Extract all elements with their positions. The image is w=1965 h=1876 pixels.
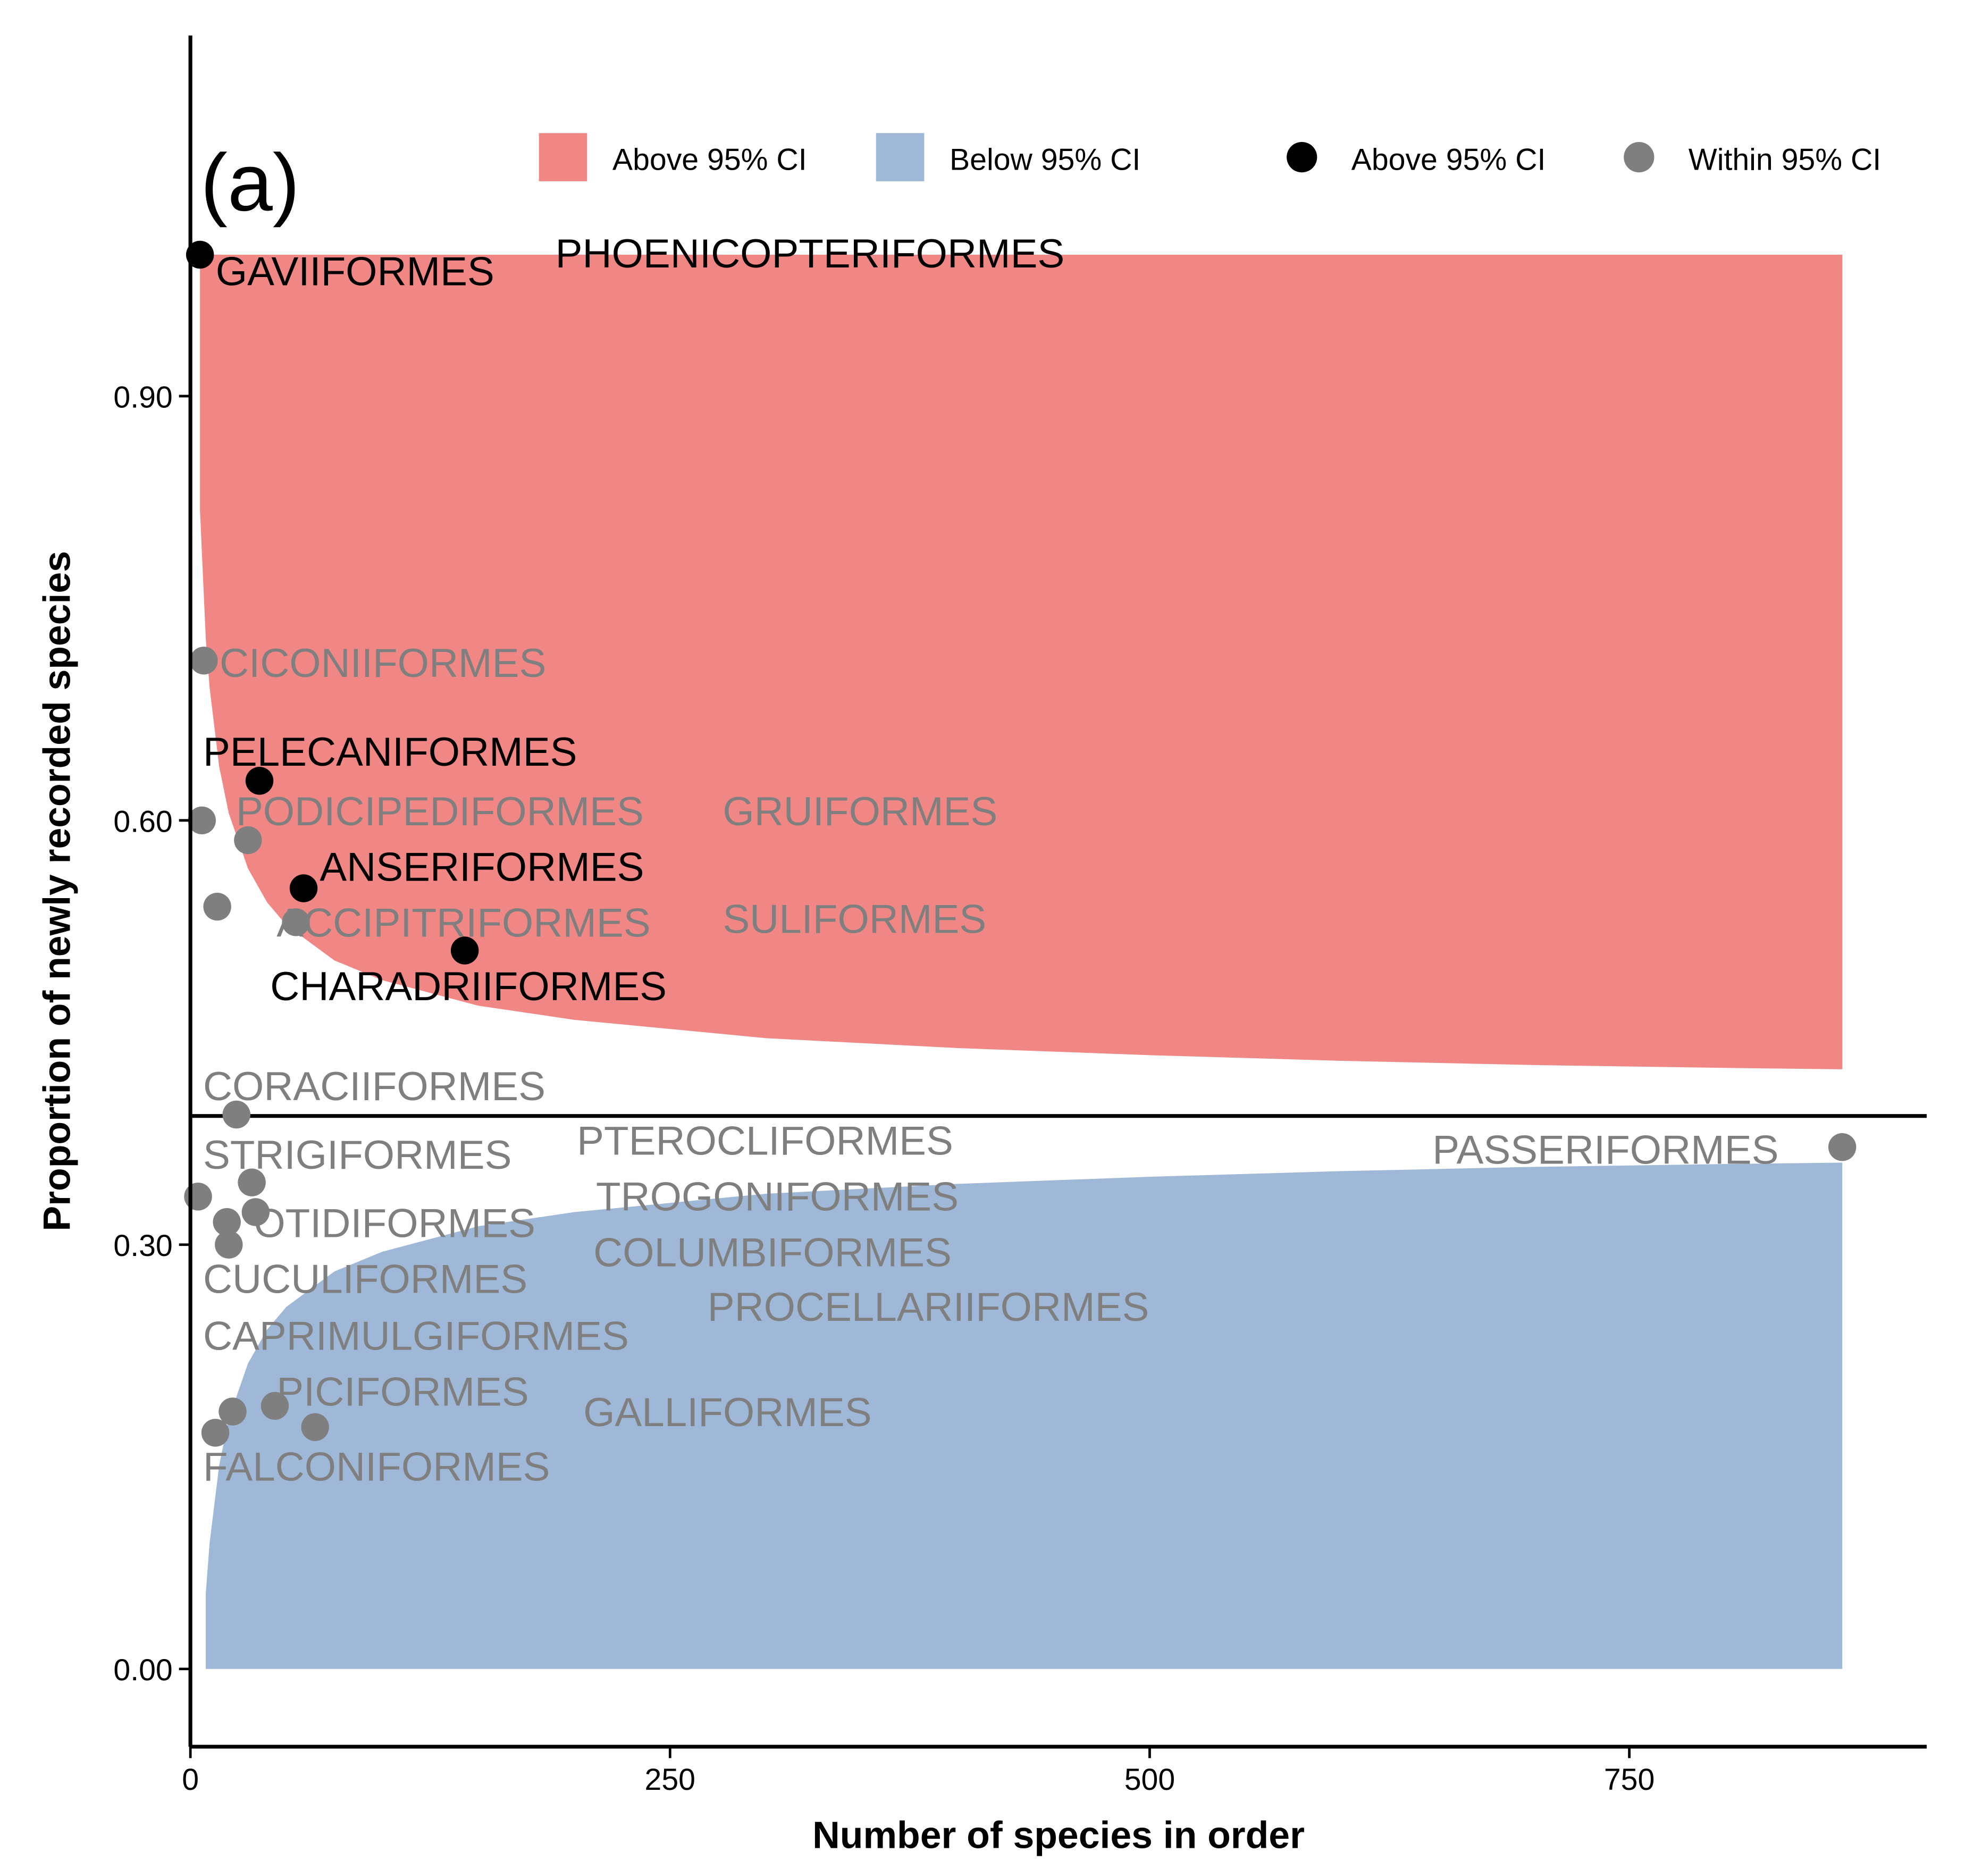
panel-label: (a)	[200, 138, 299, 228]
y-tick-label: 0.30	[113, 1229, 172, 1263]
legend-swatch-below-fill	[876, 133, 925, 181]
legend-swatch-above-fill	[539, 133, 587, 181]
point-label: STRIGIFORMES	[203, 1133, 511, 1178]
data-point	[188, 806, 216, 835]
point-label: TROGONIFORMES	[596, 1175, 959, 1220]
y-axis-title: Proportion of newly recorded species	[36, 551, 79, 1231]
point-label: SULIFORMES	[723, 897, 986, 942]
point-label: PELECANIFORMES	[203, 730, 577, 775]
data-point	[219, 1397, 247, 1426]
point-label: PASSERIFORMES	[1432, 1127, 1778, 1172]
point-label: ANSERIFORMES	[320, 845, 644, 890]
point-label: OTIDIFORMES	[254, 1201, 535, 1246]
legend-label: Above 95% CI	[612, 143, 807, 177]
point-label: GRUIFORMES	[723, 789, 997, 834]
point-label: FALCONIFORMES	[203, 1444, 550, 1489]
above-ci-ribbon	[200, 254, 1843, 1069]
legend-label: Above 95% CI	[1351, 143, 1546, 177]
point-label: COLUMBIFORMES	[593, 1230, 952, 1275]
data-point	[190, 647, 218, 675]
point-label: PICIFORMES	[276, 1370, 529, 1415]
point-label: PHOENICOPTERIFORMES	[556, 231, 1065, 277]
data-point	[186, 240, 214, 269]
data-point	[184, 1183, 212, 1211]
point-label: PODICIPEDIFORMES	[236, 789, 644, 834]
data-point	[203, 892, 231, 921]
data-point	[238, 1168, 266, 1196]
x-axis-title: Number of species in order	[812, 1814, 1305, 1857]
data-point	[289, 874, 318, 902]
legend-label: Within 95% CI	[1689, 143, 1881, 177]
point-label: CICONIIFORMES	[220, 641, 546, 686]
data-point	[213, 1208, 241, 1236]
point-label: CHARADRIIFORMES	[270, 964, 667, 1009]
ci-ribbons	[200, 254, 1843, 1669]
data-point	[450, 936, 479, 965]
data-point	[301, 1413, 329, 1442]
point-labels: GAVIIFORMES PHOENICOPTERIFORMES CICONIIFOR…	[203, 231, 1778, 1489]
y-tick-label: 0.60	[113, 805, 172, 839]
data-point	[234, 826, 262, 855]
x-tick-label: 0	[182, 1763, 199, 1797]
data-point	[261, 1392, 289, 1420]
data-point	[282, 908, 310, 936]
axis-ticks: 0 250 500 750 0.00 0.30 0.60 0.90	[113, 380, 1655, 1797]
point-label: ACCIPITRIFORMES	[276, 901, 650, 946]
legend-point-within	[1624, 141, 1655, 173]
y-tick-label: 0.90	[113, 380, 172, 414]
legend: Above 95% CI Below 95% CI Above 95% CI W…	[539, 133, 1881, 181]
x-tick-label: 750	[1604, 1763, 1655, 1797]
legend-label: Below 95% CI	[950, 143, 1140, 177]
y-tick-label: 0.00	[113, 1653, 172, 1687]
data-point	[1828, 1133, 1857, 1161]
point-label: CUCULIFORMES	[203, 1257, 527, 1302]
data-point	[245, 767, 274, 795]
legend-point-above	[1287, 141, 1317, 173]
point-label: GALLIFORMES	[583, 1390, 871, 1435]
data-point	[241, 1198, 270, 1226]
point-label: PROCELLARIIFORMES	[708, 1285, 1149, 1330]
point-label: CORACIIFORMES	[203, 1064, 545, 1109]
points	[184, 240, 1857, 1447]
point-label: CAPRIMULGIFORMES	[203, 1314, 629, 1359]
data-point	[222, 1100, 250, 1129]
below-ci-ribbon	[206, 1162, 1843, 1669]
x-tick-label: 250	[645, 1763, 695, 1797]
point-label: PTEROCLIFORMES	[577, 1119, 953, 1164]
x-tick-label: 500	[1124, 1763, 1175, 1797]
data-point	[215, 1230, 243, 1259]
data-point	[201, 1419, 230, 1447]
point-label: GAVIIFORMES	[216, 249, 494, 294]
